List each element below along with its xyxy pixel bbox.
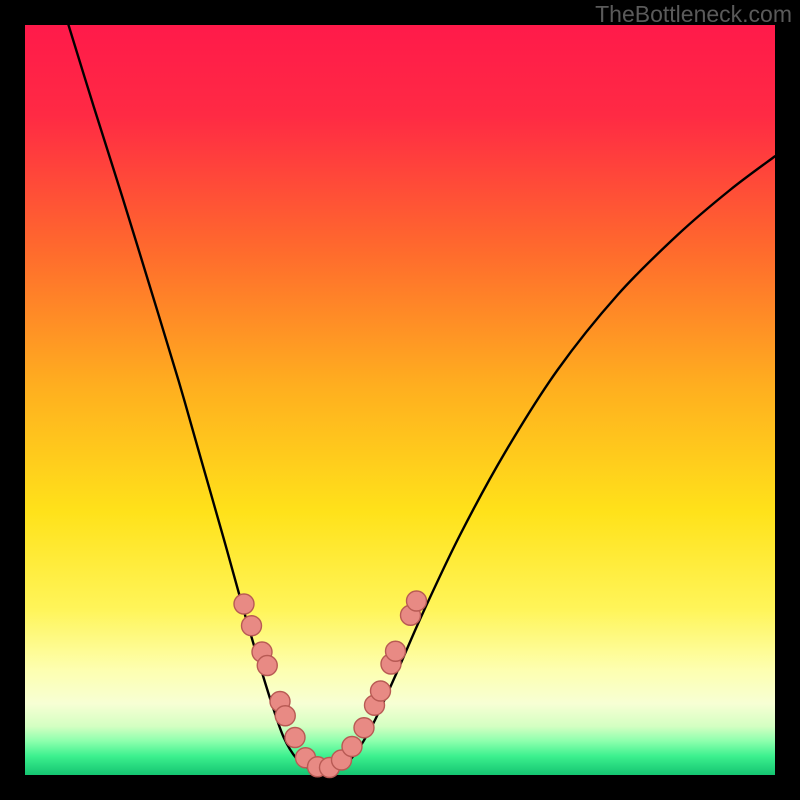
curve-marker xyxy=(242,616,262,636)
curve-marker xyxy=(407,591,427,611)
curve-marker xyxy=(257,656,277,676)
curve-marker xyxy=(371,681,391,701)
curve-marker xyxy=(386,641,406,661)
curve-marker xyxy=(234,594,254,614)
curve-marker xyxy=(275,706,295,726)
chart-frame: TheBottleneck.com xyxy=(0,0,800,800)
curve-marker xyxy=(342,737,362,757)
curve-marker xyxy=(285,728,305,748)
chart-svg xyxy=(0,0,800,800)
curve-marker xyxy=(354,718,374,738)
watermark-text: TheBottleneck.com xyxy=(595,1,792,28)
